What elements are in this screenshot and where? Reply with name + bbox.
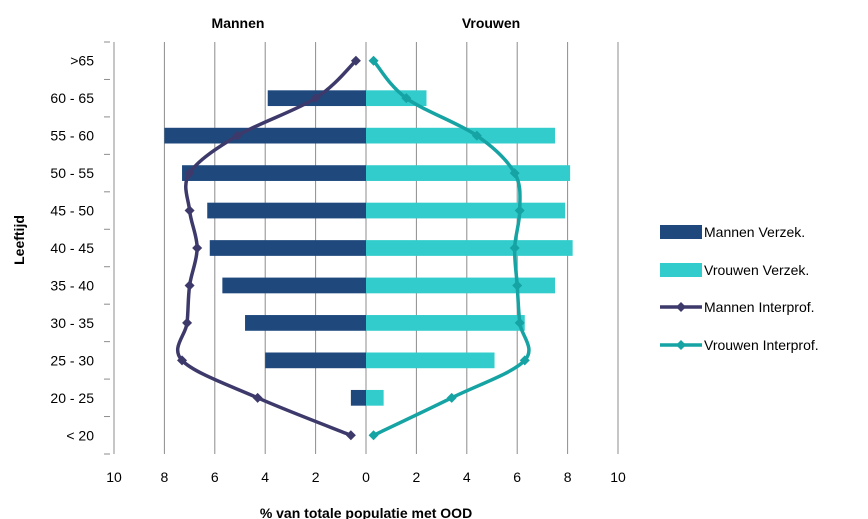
line-point [232,130,243,141]
y-tick-label: 55 - 60 [50,128,94,144]
x-tick-label: 8 [161,469,169,485]
y-tick-label: 30 - 35 [50,315,94,331]
bar [265,352,366,369]
x-tick-label: 2 [413,469,421,485]
bar [182,165,366,181]
legend-swatch [660,225,702,239]
bar [207,202,366,219]
line-point [514,205,525,216]
line-point [446,392,457,403]
x-tick-label: 10 [106,469,122,485]
bar [366,202,566,219]
line-point [509,168,520,179]
y-tick-label: 45 - 50 [50,203,94,219]
line-point [252,392,263,403]
x-tick-label: 4 [261,469,269,485]
bar [366,315,525,331]
line-point [350,55,361,66]
bar [366,165,571,181]
line-point [509,243,520,253]
bar [366,277,555,294]
legend-swatch [660,263,702,277]
x-tick-label: 6 [211,469,219,485]
y-tick-label: 25 - 30 [50,352,94,368]
x-tick-label: 2 [312,469,320,485]
axes: 10 8 6 4 2 0 2 4 6 8 10 < 20 20 - 25 25 - 30 30 - 35 35… [50,41,626,485]
bar [366,127,555,144]
legend-marker [676,340,686,350]
y-tick-label: 50 - 55 [50,165,94,181]
line-point [192,243,203,253]
bar [366,240,573,256]
x-tick-label: 0 [362,469,370,485]
legend-label: Mannen Interprof. [704,299,815,315]
bar [245,315,366,331]
x-tick-label: 4 [463,469,471,485]
x-tick-label: 6 [513,469,521,485]
x-tick-label: 8 [564,469,572,485]
y-tick-label: 60 - 65 [50,90,94,106]
y-tick-label: < 20 [66,427,94,443]
legend-label: Vrouwen Verzek. [704,262,809,278]
line-point [182,317,193,328]
legend: Mannen Verzek. Vrouwen Verzek. Mannen Inte… [660,224,819,353]
line-point [184,280,195,291]
bar [222,277,366,294]
bar [350,389,366,406]
bar [366,352,495,369]
panel-title-vrouwen: Vrouwen [462,15,520,31]
bar [209,240,366,256]
line-point [368,55,379,66]
panel-title-mannen: Mannen [212,15,265,31]
legend-marker [676,302,686,312]
line-point [368,430,379,441]
line-point [184,205,195,216]
line-point [471,130,482,141]
bar [164,127,366,144]
y-tick-label: 20 - 25 [50,390,94,406]
line-point [345,430,356,441]
line-point [512,280,523,291]
line-point [514,317,525,328]
line-point [177,355,188,366]
x-axis-label: % van totale populatie met OOD [260,505,472,519]
line-point [401,93,412,104]
y-axis-label: Leeftijd [11,215,27,265]
x-tick-label: 10 [610,469,626,485]
y-tick-label: 40 - 45 [50,240,94,256]
line-point [519,355,530,366]
lines [175,55,531,441]
bar [366,389,384,406]
legend-label: Vrouwen Interprof. [704,337,819,353]
legend-label: Mannen Verzek. [704,224,805,240]
y-tick-label: >65 [70,53,94,69]
line-point [310,93,321,104]
y-tick-label: 35 - 40 [50,277,94,293]
line-point [184,168,195,179]
